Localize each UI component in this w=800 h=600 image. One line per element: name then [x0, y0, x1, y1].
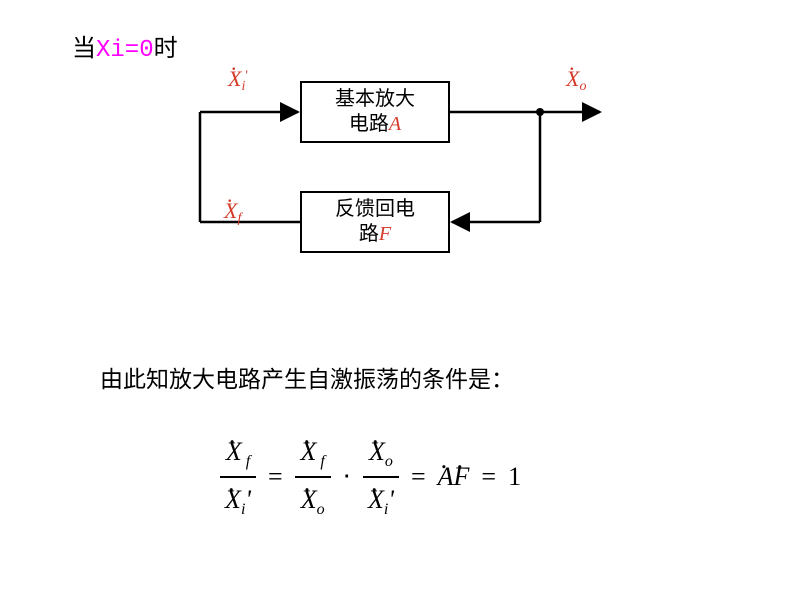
var-sub: f [237, 211, 241, 226]
block-a-line1: 基本放大 [335, 88, 415, 110]
equals-2: = [405, 462, 432, 492]
label-xo: Xo [566, 66, 586, 95]
feedback-diagram: 基本放大 电路A 反馈回电 路F Xi' Xo Xf [170, 66, 630, 286]
heading-var: Xi=0 [96, 37, 154, 64]
block-a-accent: A [389, 113, 401, 135]
var-x: X [228, 66, 241, 92]
heading-prefix: 当 [72, 36, 96, 62]
equals-3: = [475, 462, 502, 492]
block-a-line2: 电路 [349, 113, 389, 135]
heading-suffix: 时 [154, 36, 178, 62]
frac-1: Xf Xi' [220, 432, 256, 522]
var-prime: ' [245, 69, 248, 84]
frac-3: Xo Xi' [363, 432, 399, 522]
frac-2: Xf Xo [295, 432, 331, 522]
block-f-line2: 路 [359, 223, 379, 245]
equation: Xf Xi' = Xf Xo ⋅ Xo Xi' = AF = 1 [220, 432, 521, 522]
block-f-line1: 反馈回电 [335, 198, 415, 220]
heading: 当Xi=0时 [72, 28, 178, 64]
var-x: X [224, 198, 237, 224]
af-product: AF [438, 462, 470, 492]
label-xf: Xf [224, 198, 241, 227]
var-sub: o [579, 79, 586, 94]
block-f-accent: F [379, 223, 391, 245]
block-feedback: 反馈回电 路F [300, 191, 450, 253]
var-x: X [566, 66, 579, 92]
block-amplifier: 基本放大 电路A [300, 81, 450, 143]
rhs-one: 1 [508, 462, 521, 492]
description-text: 由此知放大电路产生自激振荡的条件是： [100, 360, 514, 394]
dot-op: ⋅ [337, 462, 357, 492]
equals-1: = [262, 462, 289, 492]
label-xi-prime: Xi' [228, 66, 248, 95]
